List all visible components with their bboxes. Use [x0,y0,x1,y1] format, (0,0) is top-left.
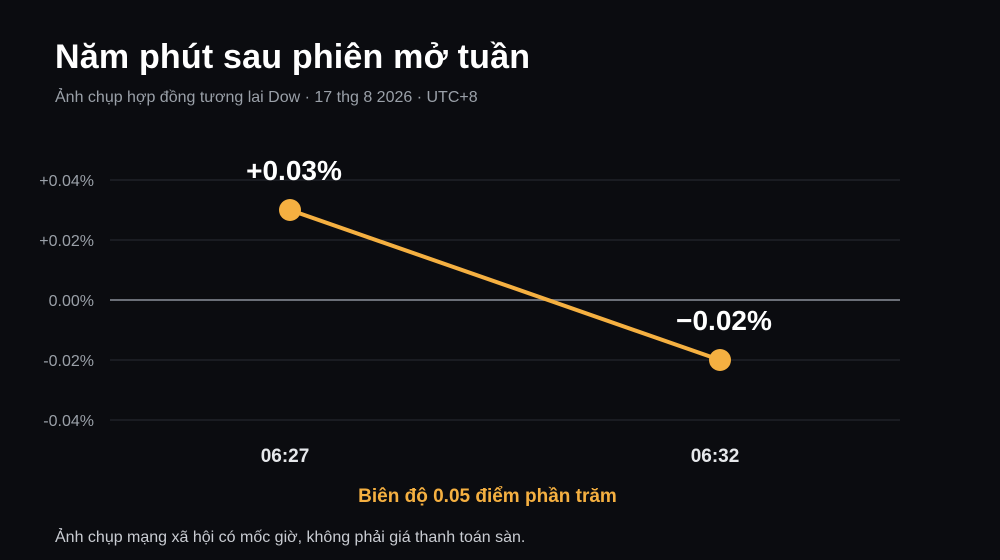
data-label: −0.02% [676,305,772,336]
y-tick-label: +0.04% [39,173,94,190]
data-label: +0.03% [246,155,342,186]
y-tick-label: -0.02% [43,353,94,370]
chart-subtitle: Ảnh chụp hợp đồng tương lai Dow · 17 thg… [55,89,478,106]
range-caption: Biên độ 0.05 điểm phần trăm [358,486,617,507]
series-line [288,208,722,362]
line-chart: +0.04% +0.02% 0.00% -0.02% -0.04% +0.03% −0.02… [39,155,900,467]
y-tick-label: -0.04% [43,413,94,430]
data-point [279,199,301,221]
y-tick-label: +0.02% [39,233,94,250]
x-tick-label: 06:27 [261,446,310,467]
chart-title: Năm phút sau phiên mở tuần [55,38,531,76]
source-footnote: Ảnh chụp mạng xã hội có mốc giờ, không p… [55,529,526,546]
data-point [709,349,731,371]
y-tick-label: 0.00% [49,293,94,310]
x-tick-label: 06:32 [691,446,740,467]
